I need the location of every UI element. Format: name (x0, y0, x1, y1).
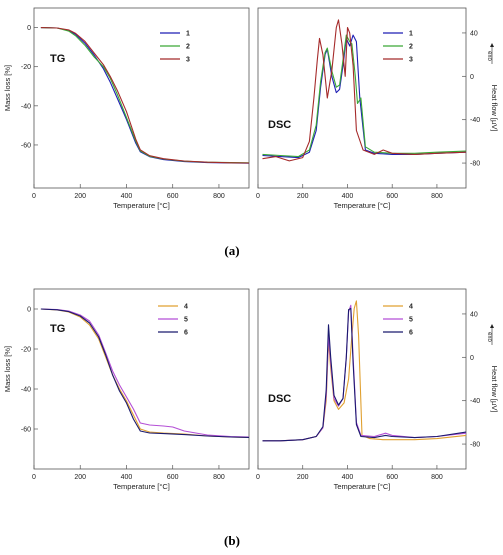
series-line-3 (40, 27, 250, 164)
x-tick-label: 200 (297, 193, 309, 200)
legend-label-2: 2 (186, 44, 190, 51)
y-tick-label: 0 (27, 25, 31, 32)
y-axis-label: Mass loss [%] (3, 65, 12, 111)
caption-a: (a) (224, 243, 240, 258)
y-tick-label: 0 (470, 74, 474, 81)
y-axis-label: Heat flow [µV] (490, 85, 499, 132)
x-tick-label: 400 (121, 193, 133, 200)
x-tick-label: 800 (213, 193, 225, 200)
y-tick-label: -40 (470, 398, 480, 405)
panel-label: DSC (268, 119, 291, 131)
x-tick-label: 200 (74, 193, 86, 200)
legend-label-1: 1 (409, 31, 413, 38)
y-tick-label: -20 (21, 64, 31, 71)
x-axis-label: Temperature [°C] (113, 482, 170, 491)
legend-label-3: 3 (409, 57, 413, 64)
series-line-6 (262, 307, 467, 442)
plot-frame (33, 288, 250, 470)
y-tick-label: -60 (21, 142, 31, 149)
y-axis-label: Heat flow [µV] (490, 366, 499, 413)
legend-label-1: 1 (186, 31, 190, 38)
caption-b: (b) (224, 533, 240, 548)
series-line-5 (40, 308, 250, 438)
panel-label: TG (50, 323, 65, 335)
plot-frame (33, 7, 250, 189)
series-line-1 (262, 34, 467, 159)
x-axis-label: Temperature [°C] (334, 482, 391, 491)
exo-arrowhead-icon (490, 43, 494, 47)
x-tick-label: 600 (167, 474, 179, 481)
legend-label-4: 4 (409, 304, 413, 311)
x-tick-label: 400 (342, 474, 354, 481)
y-tick-label: -80 (470, 442, 480, 449)
x-tick-label: 800 (431, 474, 443, 481)
x-tick-label: 600 (167, 193, 179, 200)
x-tick-label: 0 (256, 474, 260, 481)
legend-label-2: 2 (409, 44, 413, 51)
panel-label: DSC (268, 393, 291, 405)
exo-label: exo (486, 51, 492, 61)
x-axis-label: Temperature [°C] (113, 201, 170, 210)
series-line-6 (40, 308, 250, 438)
y-tick-label: -20 (21, 347, 31, 354)
x-tick-label: 600 (386, 474, 398, 481)
x-tick-label: 200 (297, 474, 309, 481)
y-axis-label: Mass loss [%] (3, 346, 12, 392)
x-tick-label: 800 (431, 193, 443, 200)
x-tick-label: 400 (121, 474, 133, 481)
exo-label: exo (486, 332, 492, 342)
x-tick-label: 0 (256, 193, 260, 200)
y-tick-label: -60 (21, 427, 31, 434)
y-tick-label: -40 (21, 103, 31, 110)
y-tick-label: 40 (470, 311, 478, 318)
plot-frame (257, 288, 467, 470)
x-tick-label: 200 (74, 474, 86, 481)
series-line-3 (262, 19, 467, 162)
chart-panel-1: 0 200 400 600 800 Temperature [°C] 0 -20 -40 -60 M… (3, 7, 250, 210)
panel-label: TG (50, 53, 65, 65)
y-tick-label: -40 (470, 117, 480, 124)
y-tick-label: 0 (470, 355, 474, 362)
y-tick-label: -80 (470, 161, 480, 168)
y-tick-label: 0 (27, 307, 31, 314)
y-tick-label: -40 (21, 387, 31, 394)
legend-label-6: 6 (184, 330, 188, 337)
legend-label-3: 3 (186, 57, 190, 64)
x-axis-label: Temperature [°C] (334, 201, 391, 210)
legend-label-5: 5 (409, 317, 413, 324)
exo-arrowhead-icon (490, 324, 494, 328)
y-tick-label: 40 (470, 30, 478, 37)
x-tick-label: 800 (213, 474, 225, 481)
legend-label-5: 5 (184, 317, 188, 324)
x-tick-label: 0 (32, 193, 36, 200)
legend-label-6: 6 (409, 330, 413, 337)
x-tick-label: 600 (386, 193, 398, 200)
legend-label-4: 4 (184, 304, 188, 311)
plot-frame (257, 7, 467, 189)
chart-panel-3: 0 200 400 600 800 Temperature [°C] 0 -20 -40 -60 M… (3, 288, 250, 491)
x-tick-label: 400 (342, 193, 354, 200)
x-tick-label: 0 (32, 474, 36, 481)
